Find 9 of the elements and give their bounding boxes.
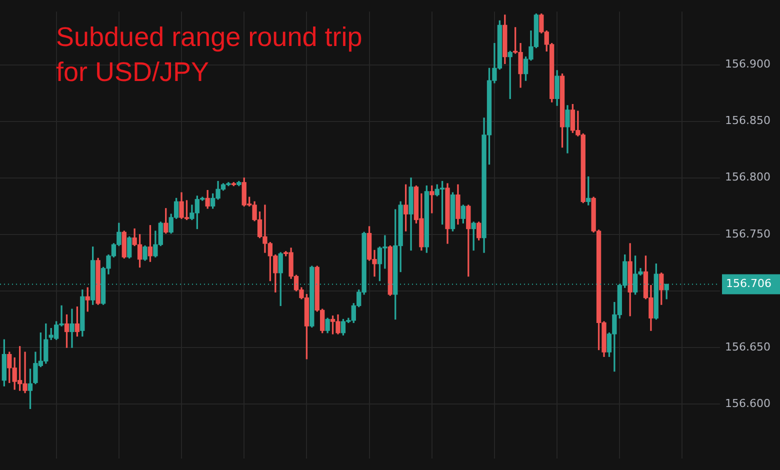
ref-line-label: 156.706 bbox=[726, 277, 772, 290]
text: Subdued range round trip for USD/JPY bbox=[56, 21, 364, 90]
y-tick-label: 156.600 bbox=[725, 396, 770, 410]
y-tick-label: 156.800 bbox=[725, 170, 770, 184]
y-tick-label: 156.650 bbox=[725, 340, 770, 354]
y-tick-label: 156.850 bbox=[725, 114, 770, 128]
y-tick-label: 156.900 bbox=[725, 58, 770, 71]
candlestick bbox=[70, 308, 74, 348]
y-tick-label: 156.750 bbox=[725, 227, 770, 240]
